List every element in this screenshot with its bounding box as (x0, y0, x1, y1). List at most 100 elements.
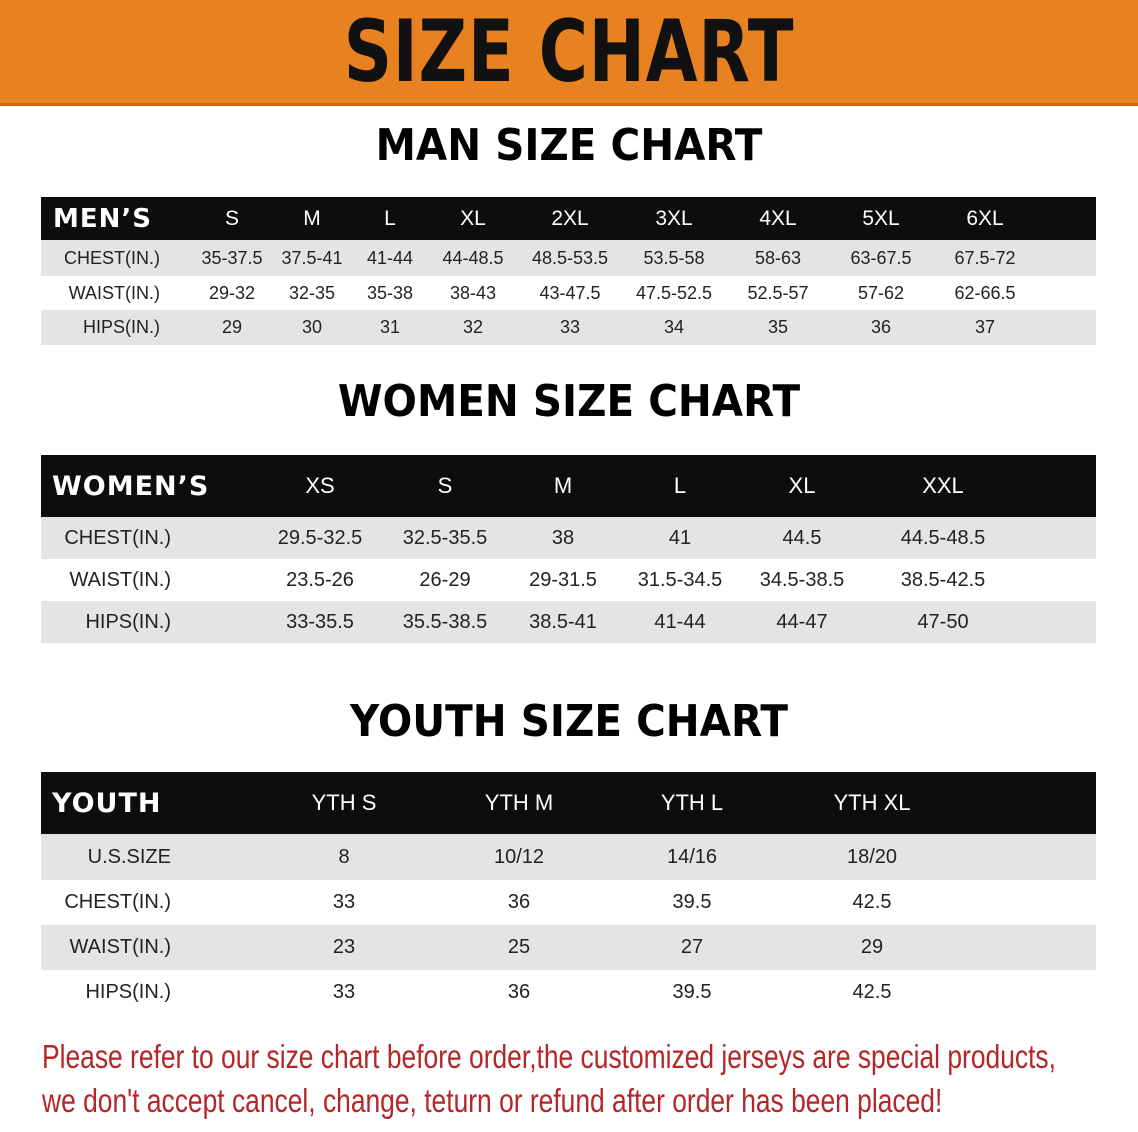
table-cell: 53.5-58 (643, 247, 705, 268)
table-cell: 26-29 (419, 568, 471, 591)
table-row: U.S.SIZE 8 10/12 14/16 18/20 (41, 834, 1096, 880)
table-cell: 29.5-32.5 (277, 526, 363, 549)
size-header-s: S (224, 206, 240, 230)
table-cell: 33 (332, 891, 356, 913)
table-cell: 34.5-38.5 (759, 568, 845, 591)
size-header-m: M (303, 206, 321, 230)
table-cell: 27 (680, 936, 704, 958)
table-cell: 23.5-26 (286, 568, 354, 591)
size-header-6xl: 6XL (966, 206, 1004, 230)
table-cell: 34 (663, 317, 685, 337)
banner: SIZE CHART (0, 0, 1138, 106)
women-size-table: WOMEN’S XS S M L XL XXL CHEST(IN.) 29.5-32.5 32.5… (41, 455, 1096, 643)
table-cell: 47.5-52.5 (635, 282, 713, 303)
size-header-xxl: XXL (922, 473, 964, 498)
table-cell: 67.5-72 (954, 247, 1016, 268)
table-cell: 38 (551, 526, 575, 549)
table-cell: 33-35.5 (286, 610, 354, 633)
size-header-xl: XL (460, 206, 486, 230)
table-row: HIPS(IN.) 29 30 31 32 33 34 35 36 37 (41, 310, 1096, 345)
size-header-3xl: 3XL (655, 206, 693, 230)
row-label: CHEST(IN.) (64, 891, 171, 913)
table-cell: 33 (559, 317, 581, 337)
table-cell: 29 (860, 936, 884, 958)
size-header-5xl: 5XL (862, 206, 900, 230)
men-size-table: MEN’S S M L XL 2XL 3XL 4XL 5XL 6XL CHEST(IN.) 35-37… (41, 197, 1096, 345)
row-label: WAIST(IN.) (69, 568, 171, 591)
size-header-yth-xl: YTH XL (833, 790, 911, 815)
table-cell: 47-50 (917, 610, 969, 633)
table-cell: 42.5 (852, 981, 892, 1003)
table-cell: 38.5-41 (529, 610, 597, 633)
table-row: CHEST(IN.) 35-37.5 37.5-41 41-44 44-48.5 48.5… (41, 240, 1096, 276)
size-header-2xl: 2XL (551, 206, 589, 230)
table-cell: 25 (507, 936, 531, 958)
row-label: WAIST(IN.) (68, 282, 160, 303)
table-cell: 35.5-38.5 (402, 610, 488, 633)
size-header-4xl: 4XL (759, 206, 797, 230)
table-cell: 57-62 (857, 282, 905, 303)
banner-title: SIZE CHART (343, 2, 795, 102)
row-label: CHEST(IN.) (64, 247, 160, 268)
youth-header-label: YOUTH (52, 787, 162, 819)
women-section-title: WOMEN SIZE CHART (337, 376, 801, 427)
footer-notice-line-1: Please refer to our size chart before or… (42, 1038, 1056, 1075)
table-cell: 44.5 (782, 526, 822, 549)
table-row: WAIST(IN.) 29-32 32-35 35-38 38-43 43-47.5 47.… (41, 276, 1096, 310)
youth-size-table: YOUTH YTH S YTH M YTH L YTH XL U.S.SIZE 8 10/12… (41, 772, 1096, 1015)
table-cell: 41-44 (366, 247, 414, 268)
size-header-xs: XS (305, 473, 335, 498)
table-cell: 32-35 (288, 282, 336, 303)
size-header-s: S (437, 473, 453, 498)
table-cell: 52.5-57 (747, 282, 809, 303)
table-cell: 36 (507, 891, 531, 913)
row-label: U.S.SIZE (87, 845, 171, 868)
table-cell: 29 (221, 317, 243, 337)
table-cell: 18/20 (846, 845, 898, 868)
men-header-label: MEN’S (53, 203, 152, 234)
table-cell: 62-66.5 (954, 282, 1016, 303)
table-cell: 37 (974, 317, 996, 337)
table-cell: 48.5-53.5 (531, 247, 609, 268)
table-row: WAIST(IN.) 23.5-26 26-29 29-31.5 31.5-34.5 34… (41, 559, 1096, 601)
size-header-xl: XL (788, 473, 816, 498)
table-row: HIPS(IN.) 33 36 39.5 42.5 (41, 970, 1096, 1015)
row-label: HIPS(IN.) (85, 610, 171, 633)
table-cell: 43-47.5 (539, 282, 601, 303)
table-cell: 37.5-41 (281, 247, 343, 268)
size-header-yth-l: YTH L (660, 790, 724, 815)
table-cell: 39.5 (672, 981, 712, 1003)
size-header-l: L (673, 473, 687, 498)
youth-header-row: YOUTH YTH S YTH M YTH L YTH XL (41, 772, 1096, 834)
table-cell: 58-63 (754, 247, 802, 268)
table-cell: 44.5-48.5 (900, 526, 986, 549)
men-header-row: MEN’S S M L XL 2XL 3XL 4XL 5XL 6XL (41, 197, 1096, 240)
youth-section-title: YOUTH SIZE CHART (350, 696, 788, 747)
row-label: HIPS(IN.) (82, 317, 160, 337)
table-cell: 30 (301, 317, 323, 337)
table-cell: 36 (870, 317, 892, 337)
table-cell: 38.5-42.5 (900, 568, 986, 591)
table-cell: 41-44 (654, 610, 706, 633)
row-label: WAIST(IN.) (69, 936, 171, 958)
table-cell: 23 (332, 936, 356, 958)
table-cell: 44-47 (776, 610, 828, 633)
table-row: CHEST(IN.) 33 36 39.5 42.5 (41, 880, 1096, 925)
table-cell: 14/16 (666, 845, 718, 868)
size-header-yth-m: YTH M (484, 790, 554, 815)
row-label: CHEST(IN.) (64, 526, 171, 549)
table-cell: 8 (338, 845, 350, 868)
table-cell: 33 (332, 981, 356, 1003)
table-cell: 29-32 (208, 282, 256, 303)
table-cell: 42.5 (852, 891, 892, 913)
men-section-title: MAN SIZE CHART (375, 120, 763, 171)
table-cell: 38-43 (449, 282, 497, 303)
size-header-yth-s: YTH S (311, 790, 377, 815)
table-cell: 35-38 (366, 282, 414, 303)
table-cell: 63-67.5 (850, 247, 912, 268)
table-row: WAIST(IN.) 23 25 27 29 (41, 925, 1096, 970)
table-cell: 44-48.5 (442, 247, 504, 268)
table-row: CHEST(IN.) 29.5-32.5 32.5-35.5 38 41 44.5 44.5… (41, 517, 1096, 559)
women-header-label: WOMEN’S (52, 470, 210, 502)
row-label: HIPS(IN.) (85, 981, 171, 1003)
